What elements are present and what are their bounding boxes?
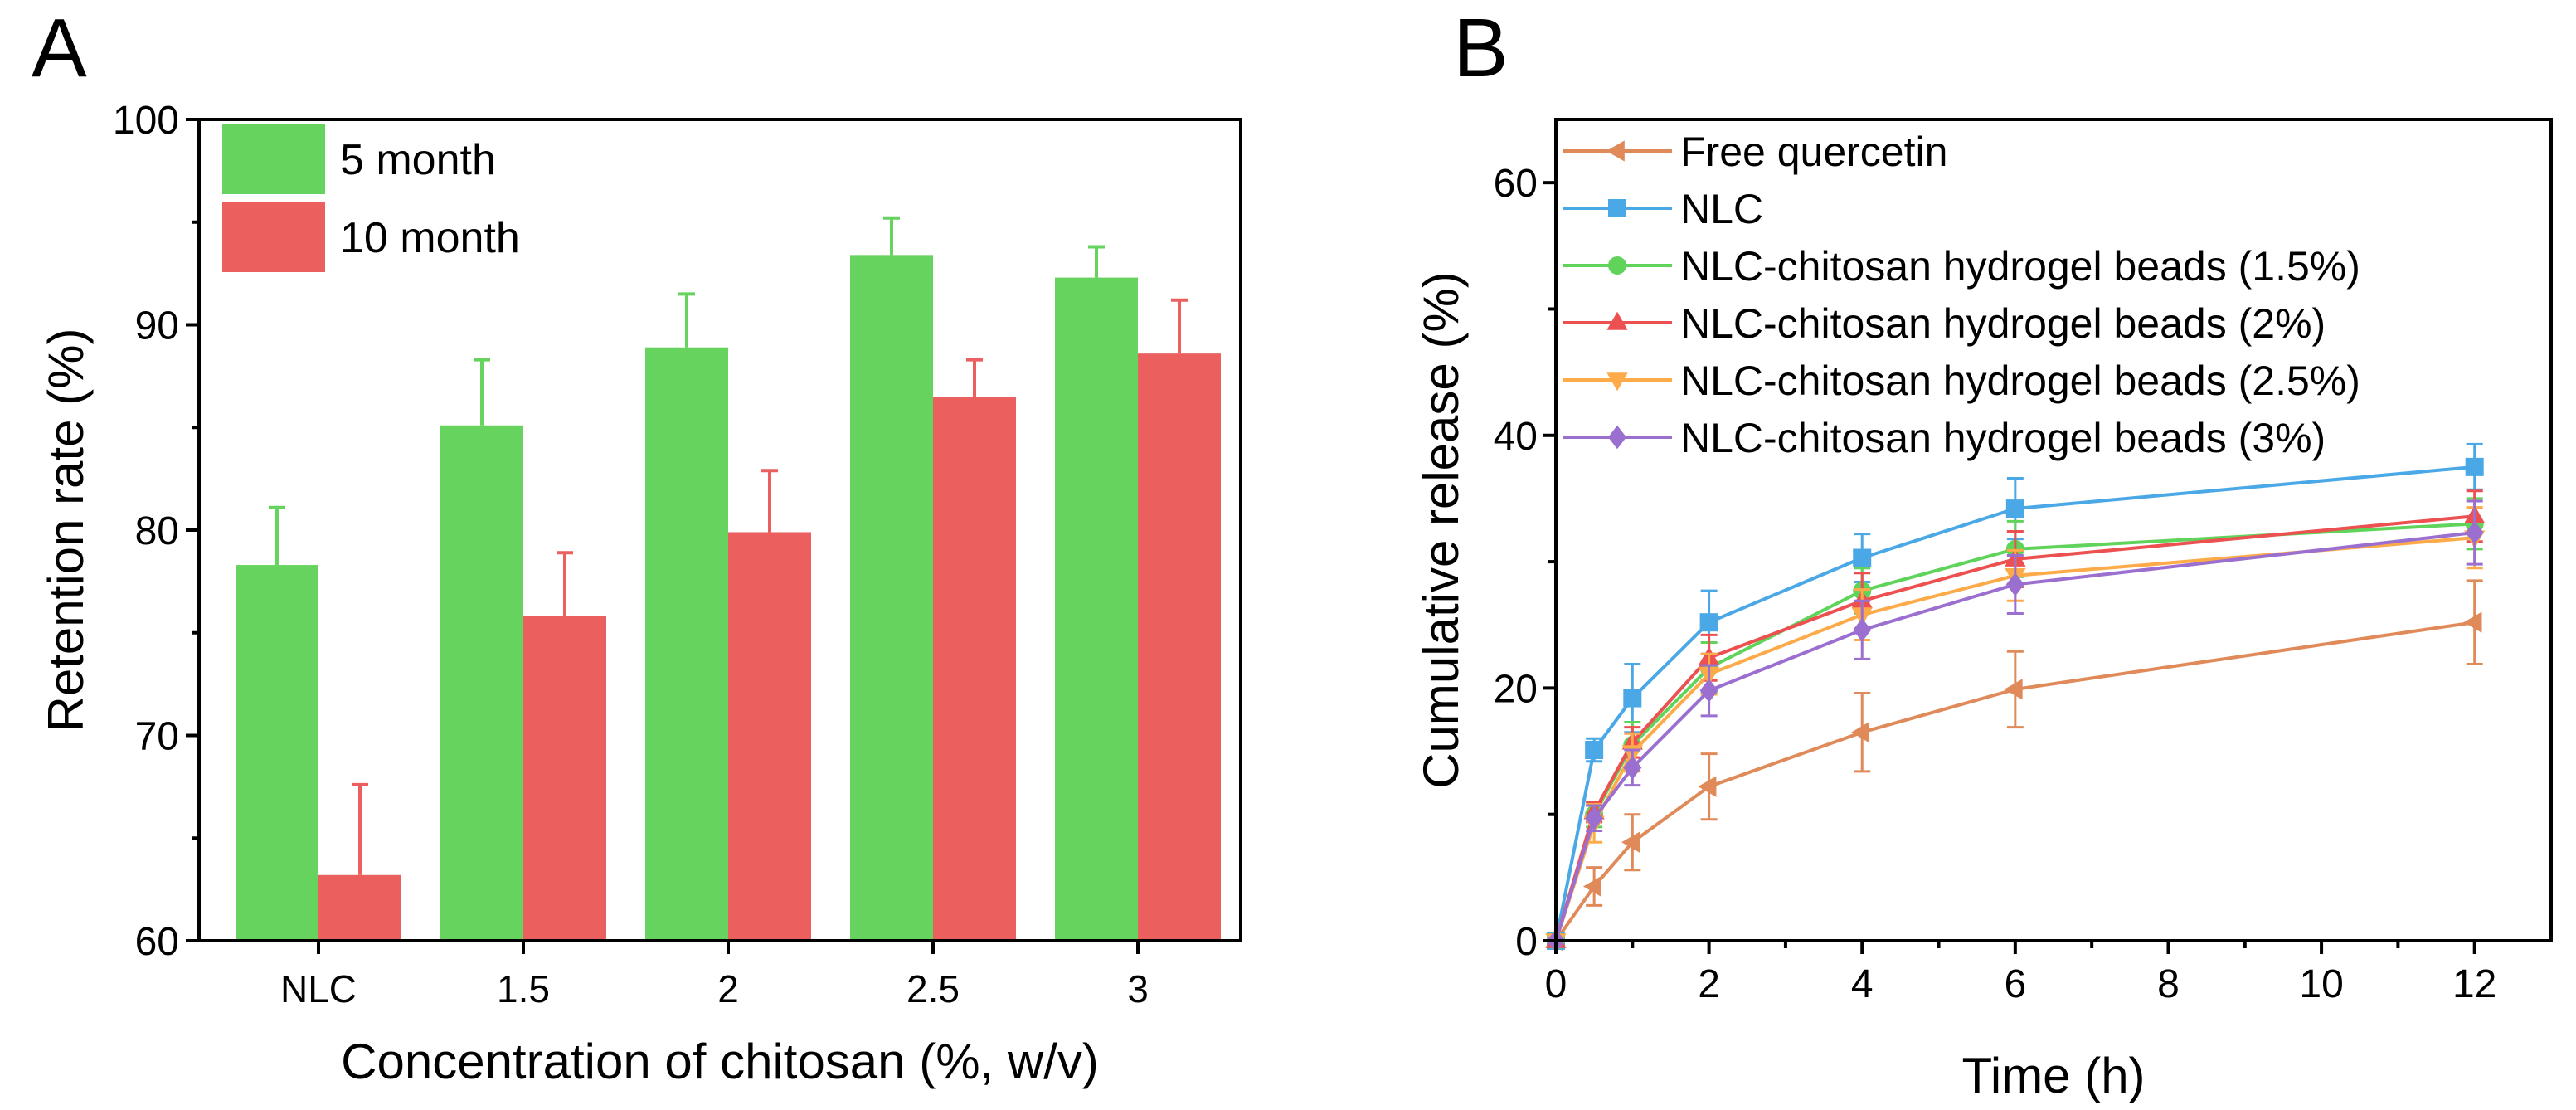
x-tick-label: 2 [717,967,739,1010]
legend-label: NLC-chitosan hydrogel beads (2.5%) [1680,358,2360,404]
marker-triangle-left [1698,776,1717,797]
marker-triangle-left [2463,611,2482,633]
marker-diamond [1623,756,1642,780]
chart-b-ylabel: Cumulative release (%) [1413,271,1469,789]
bar [318,874,401,941]
y-tick-label: 20 [1494,667,1538,711]
series [1544,579,2483,952]
x-tick-label: 1.5 [497,967,550,1010]
x-tick-label: 8 [2157,962,2180,1006]
marker-square [1585,741,1604,760]
bar [728,532,811,941]
marker-square [1853,548,1872,567]
chart-b: 0 20 40 60 0 2 4 6 8 10 12 Free quercetin NLC NLC-chi… [1494,118,2553,1006]
x-tick-label: 10 [2299,962,2343,1006]
y-tick-label: 80 [135,509,179,553]
x-tick-label: 12 [2452,962,2496,1006]
y-tick-label: 0 [1515,920,1538,964]
legend-label: Free quercetin [1680,129,1947,175]
marker-diamond [1585,806,1604,830]
x-tick-label: 4 [1851,962,1874,1006]
legend-label: 5 month [340,136,496,184]
plot-frame [1554,118,2553,942]
y-tick-label: 60 [1494,162,1538,206]
marker-circle [1608,256,1626,275]
x-tick-label: NLC [280,967,357,1010]
marker-diamond [1853,618,1872,642]
marker-triangle-up [1606,311,1628,330]
bar [850,255,933,942]
marker-square [1699,613,1718,632]
marker-diamond [2005,572,2024,596]
y-tick-label: 90 [135,304,179,348]
panel-label-b: B [1453,2,1509,95]
y-tick-label: 40 [1494,415,1538,459]
x-tick-label: 3 [1127,967,1149,1010]
legend-label: 10 month [340,214,520,262]
marker-triangle-left [1606,140,1625,162]
marker-square [1623,689,1642,708]
legend-label: NLC-chitosan hydrogel beads (2%) [1680,300,2326,347]
marker-triangle-down [1606,372,1628,392]
legend-swatch [222,124,325,194]
x-tick-label: 6 [2004,962,2026,1006]
x-tick-label: 2 [1698,962,1720,1006]
bar [440,425,523,941]
bar [933,397,1016,941]
legend-label: NLC [1680,186,1763,232]
bar [1138,353,1221,941]
chart-a-xlabel: Concentration of chitosan (%, w/v) [341,1034,1099,1089]
marker-square [2005,499,2024,518]
legend-swatch [222,202,325,272]
y-tick-label: 100 [113,99,179,143]
legend-label: NLC-chitosan hydrogel beads (1.5%) [1680,243,2360,290]
y-tick-label: 70 [135,715,179,759]
marker-square [1608,199,1626,217]
marker-diamond [2465,520,2484,545]
x-tick-label: 2.5 [906,967,960,1010]
legend-label: NLC-chitosan hydrogel beads (3%) [1680,415,2326,461]
bar [645,347,728,942]
marker-triangle-left [1582,875,1601,898]
panel-label-a: A [32,2,87,95]
marker-square [2465,457,2484,476]
bar [236,565,318,941]
marker-triangle-left [2004,679,2023,700]
chart-b-xlabel: Time (h) [1961,1048,2145,1103]
y-tick-label: 60 [135,920,179,964]
bar [1055,277,1138,941]
marker-diamond [1608,425,1626,450]
bar [523,616,606,941]
marker-triangle-left [1621,831,1640,853]
marker-diamond [1699,679,1718,703]
marker-triangle-left [1851,722,1870,743]
chart-a-ylabel: Retention rate (%) [38,329,94,733]
x-tick-label: 0 [1545,962,1567,1006]
chart-a: 60 70 80 90 100 NLC 1.5 2 2.5 3 5 month 10 month [113,99,1242,1010]
